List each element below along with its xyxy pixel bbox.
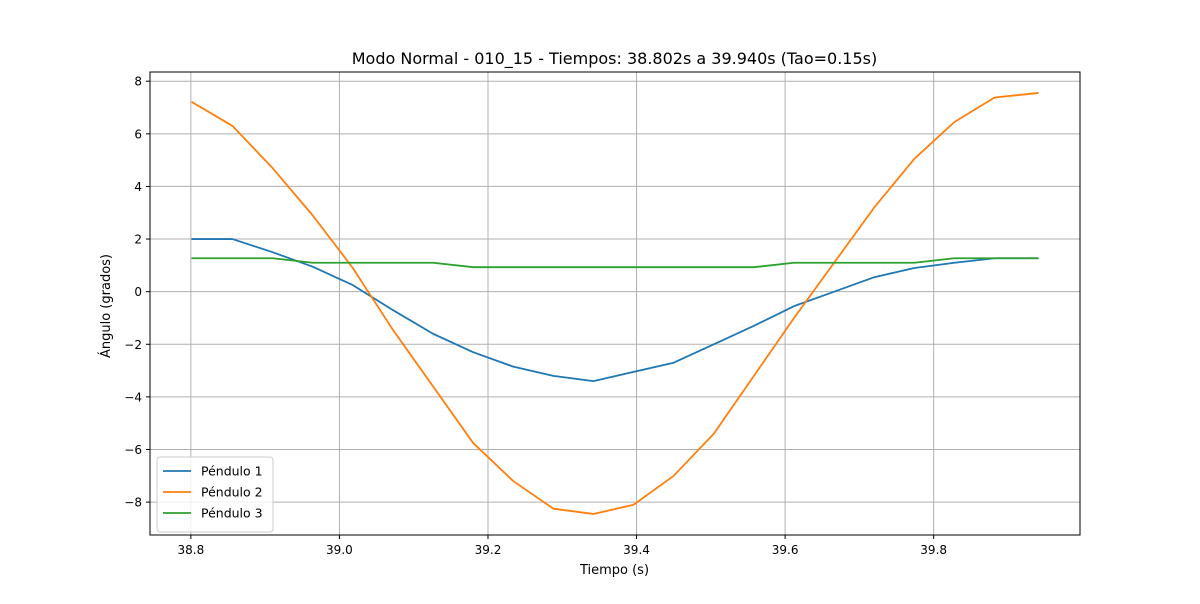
y-tick-label: −6 <box>124 443 142 457</box>
x-tick-label: 39.2 <box>475 543 502 557</box>
axis-ticks: 38.8 39.0 39.2 39.4 39.6 39.8 8 6 4 2 0 −2 −4 −6 −8 <box>124 75 947 557</box>
y-tick-label: 4 <box>134 180 142 194</box>
series-line-pendulo-2 <box>191 92 1039 515</box>
series-line-pendulo-1 <box>191 238 1039 383</box>
y-tick-label: −2 <box>124 338 142 352</box>
legend-label: Péndulo 2 <box>201 485 263 500</box>
series-lines <box>191 92 1039 515</box>
grid-lines <box>150 72 1080 535</box>
plot-frame <box>149 71 1081 536</box>
x-tick-label: 38.8 <box>177 543 204 557</box>
legend: Péndulo 1 Péndulo 2 Péndulo 3 <box>156 456 274 533</box>
y-tick-label: 2 <box>134 233 142 247</box>
legend-label: Péndulo 1 <box>201 464 263 479</box>
x-tick-label: 39.0 <box>326 543 353 557</box>
y-tick-label: −4 <box>124 390 142 404</box>
chart-title: Modo Normal - 010_15 - Tiempos: 38.802s … <box>352 49 878 69</box>
series-line-pendulo-3 <box>191 257 1039 269</box>
y-tick-label: 8 <box>134 75 142 89</box>
y-tick-label: 6 <box>134 127 142 141</box>
x-tick-label: 39.6 <box>772 543 799 557</box>
legend-label: Péndulo 3 <box>201 506 263 521</box>
x-tick-label: 39.4 <box>623 543 650 557</box>
y-tick-label: −8 <box>124 496 142 510</box>
x-axis-label: Tiempo (s) <box>579 563 649 578</box>
x-tick-label: 39.8 <box>920 543 947 557</box>
y-tick-label: 0 <box>134 285 142 299</box>
y-axis-label: Ángulo (grados) <box>98 254 114 358</box>
